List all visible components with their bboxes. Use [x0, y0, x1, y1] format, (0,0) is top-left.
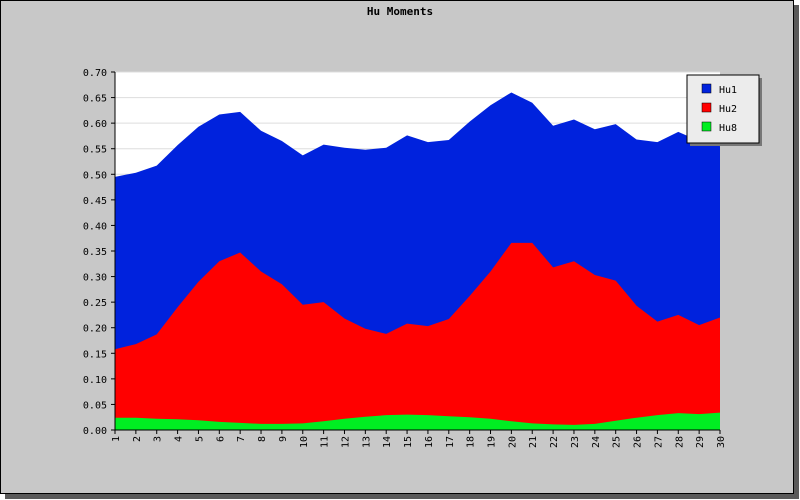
x-tick-label: 19 [487, 436, 498, 448]
y-tick-label: 0.60 [83, 119, 107, 130]
y-tick-label: 0.45 [83, 196, 107, 207]
area-hu8 [115, 412, 720, 430]
x-tick-label: 1 [111, 436, 122, 442]
x-tick-label: 9 [278, 436, 289, 442]
x-tick-label: 6 [215, 436, 226, 442]
y-tick-label: 0.30 [83, 273, 107, 284]
area-series [115, 92, 720, 431]
legend: Hu1 Hu2 Hu8 [686, 74, 762, 146]
y-tick-label: 0.00 [83, 426, 107, 437]
y-tick-label: 0.50 [83, 170, 107, 181]
y-tick-label: 0.70 [83, 68, 107, 79]
x-tick-label: 15 [403, 436, 414, 448]
x-tick-label: 4 [174, 436, 185, 442]
x-tick-label: 11 [320, 436, 331, 448]
y-tick-label: 0.10 [83, 375, 107, 386]
x-tick-label: 5 [194, 436, 205, 442]
x-tick-label: 23 [570, 436, 581, 448]
legend-swatch [701, 121, 712, 132]
x-tick-label: 2 [132, 436, 143, 442]
x-tick-label: 25 [612, 436, 623, 448]
legend-swatch [701, 83, 712, 94]
x-tick-label: 26 [633, 436, 644, 448]
x-tick-label: 24 [591, 436, 602, 448]
x-tick-label: 10 [299, 436, 310, 448]
y-tick-label: 0.55 [83, 145, 107, 156]
legend-label: Hu1 [719, 85, 737, 96]
x-tick-label: 30 [716, 436, 727, 448]
legend-box [686, 74, 760, 144]
x-tick-label: 18 [466, 436, 477, 448]
y-tick-label: 0.20 [83, 324, 107, 335]
y-tick-label: 0.15 [83, 349, 107, 360]
x-tick-label: 29 [695, 436, 706, 448]
x-tick-label: 7 [236, 436, 247, 442]
y-tick-label: 0.65 [83, 94, 107, 105]
x-tick-label: 12 [340, 436, 351, 448]
x-tick-label: 20 [507, 436, 518, 448]
x-tick-label: 16 [424, 436, 435, 448]
x-tick-label: 27 [653, 436, 664, 448]
x-tick-label: 17 [445, 436, 456, 448]
legend-label: Hu2 [719, 104, 737, 115]
x-tick-label: 22 [549, 436, 560, 448]
x-tick-label: 13 [361, 436, 372, 448]
x-tick-label: 28 [674, 436, 685, 448]
y-tick-label: 0.05 [83, 400, 107, 411]
axes: 0.00 0.05 0.10 0.15 0.20 0.25 0.30 0.35 0.40 0.45… [83, 68, 727, 448]
area-hu2 [115, 242, 720, 430]
y-tick-label: 0.40 [83, 221, 107, 232]
x-tick-label: 21 [528, 436, 539, 448]
y-tick-label: 0.35 [83, 247, 107, 258]
legend-swatch [701, 102, 712, 113]
y-tick-label: 0.25 [83, 298, 107, 309]
chart-title: Hu Moments [367, 5, 433, 18]
x-tick-label: 8 [257, 436, 268, 442]
legend-label: Hu8 [719, 123, 737, 134]
x-tick-label: 3 [153, 436, 164, 442]
x-tick-label: 14 [382, 436, 393, 448]
